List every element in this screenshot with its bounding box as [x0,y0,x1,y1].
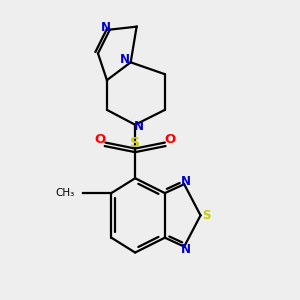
Text: N: N [181,175,191,188]
Text: S: S [202,209,210,222]
Text: S: S [130,136,140,150]
Text: N: N [134,120,144,133]
Text: N: N [100,21,110,34]
Text: O: O [94,133,106,146]
Text: N: N [181,243,191,256]
Text: CH₃: CH₃ [55,188,74,198]
Text: N: N [120,53,130,66]
Text: O: O [165,133,176,146]
